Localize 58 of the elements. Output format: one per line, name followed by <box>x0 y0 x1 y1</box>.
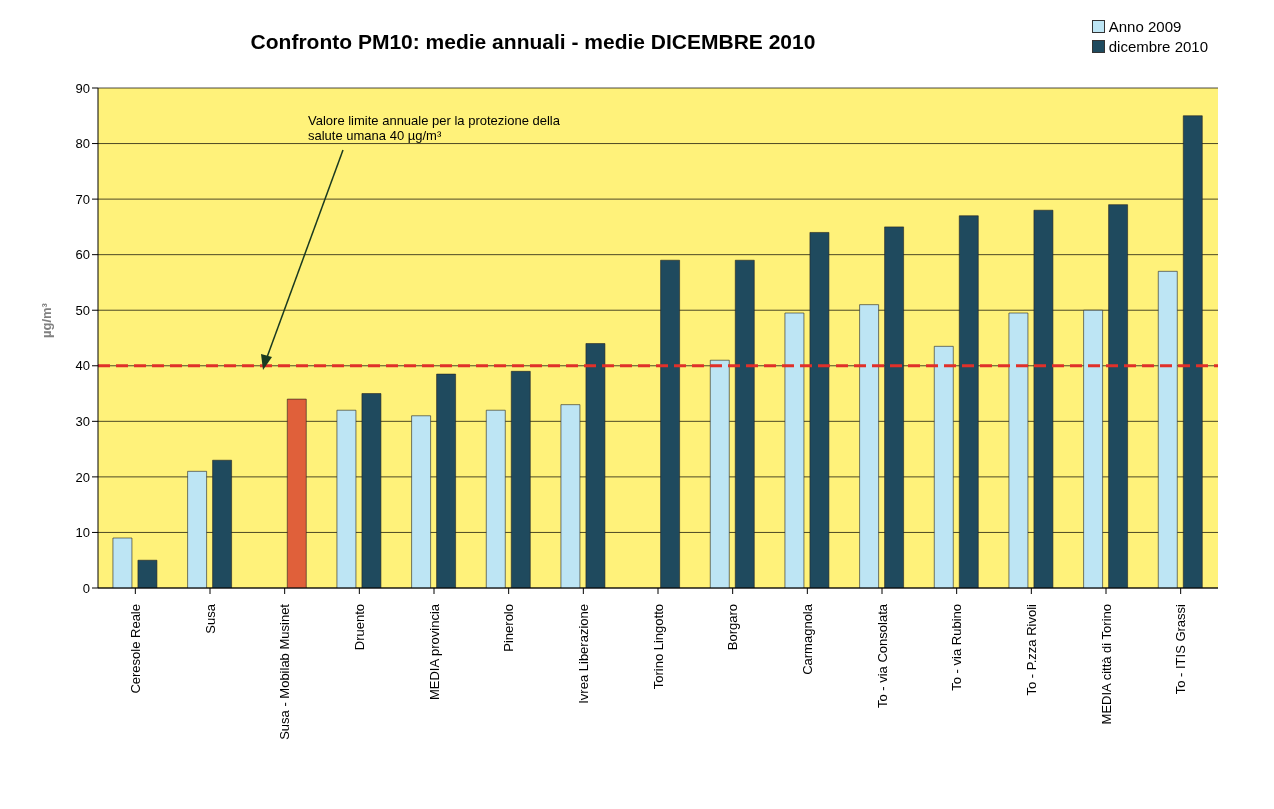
bar <box>361 393 382 588</box>
bar <box>336 409 357 588</box>
x-tick-label: To - via Rubino <box>949 604 965 691</box>
y-tick-label: 30 <box>75 413 90 429</box>
bar <box>585 343 606 588</box>
bar <box>709 359 730 588</box>
y-tick-label: 0 <box>82 580 90 596</box>
bar <box>660 259 680 588</box>
bar <box>436 373 456 588</box>
x-tick-label: Ceresole Reale <box>127 604 143 694</box>
bar <box>510 371 531 588</box>
bar <box>809 232 830 588</box>
bar <box>1008 312 1029 588</box>
bar <box>212 459 232 588</box>
bar <box>286 398 307 588</box>
bar <box>1083 309 1103 588</box>
bar <box>1182 115 1203 588</box>
x-tick-label: MEDIA provincia <box>426 603 442 701</box>
x-tick-label: Pinerolo <box>501 604 517 652</box>
y-tick-label: 70 <box>75 191 90 207</box>
x-tick-label: MEDIA città di Torino <box>1098 604 1114 725</box>
x-tick-label: Ivrea Liberazione <box>575 604 591 704</box>
x-tick-label: Torino Lingotto <box>650 604 666 690</box>
y-tick-label: 60 <box>75 247 90 263</box>
bar <box>859 304 879 588</box>
x-tick-label: Susa <box>202 603 218 634</box>
bar <box>1108 204 1128 588</box>
x-tick-label: Carmagnola <box>799 603 815 675</box>
bar <box>1033 209 1054 588</box>
x-tick-label: To - ITIS Grassi <box>1173 603 1189 695</box>
x-tick-label: Borgaro <box>725 604 741 651</box>
x-tick-label: To - P.zza Rivoli <box>1023 603 1039 696</box>
legend-label: Anno 2009 <box>1108 18 1182 35</box>
bar <box>1157 271 1178 588</box>
y-tick-label: 50 <box>75 302 90 318</box>
bar <box>933 346 954 588</box>
bar <box>411 415 431 588</box>
legend-label: dicembre 2010 <box>1108 38 1208 55</box>
bar <box>187 471 207 588</box>
bar <box>884 226 904 588</box>
annotation: Valore limite annuale per la protezione della salute umana 40 µg/m³ <box>308 113 561 143</box>
y-tick-label: 90 <box>75 80 90 96</box>
bar <box>137 559 158 588</box>
bar <box>958 215 979 588</box>
x-tick-label: To - via Consolata <box>874 603 890 709</box>
bar <box>112 537 133 588</box>
bar <box>560 404 581 588</box>
chart-title: Confronto PM10: medie annuali - medie DICEMBRE 2010 <box>249 30 817 54</box>
x-tick-label: Susa - Mobilab Musinet <box>277 603 293 740</box>
bar <box>784 312 805 588</box>
x-tick-label: Druento <box>351 604 367 651</box>
y-tick-label: 20 <box>75 469 90 485</box>
bar <box>485 409 506 588</box>
y-tick-label: 40 <box>75 358 90 374</box>
y-tick-label: 80 <box>75 136 90 152</box>
y-tick-label: 10 <box>75 525 90 541</box>
bar <box>734 259 755 588</box>
y-axis-title: µg/m³ <box>38 302 54 338</box>
